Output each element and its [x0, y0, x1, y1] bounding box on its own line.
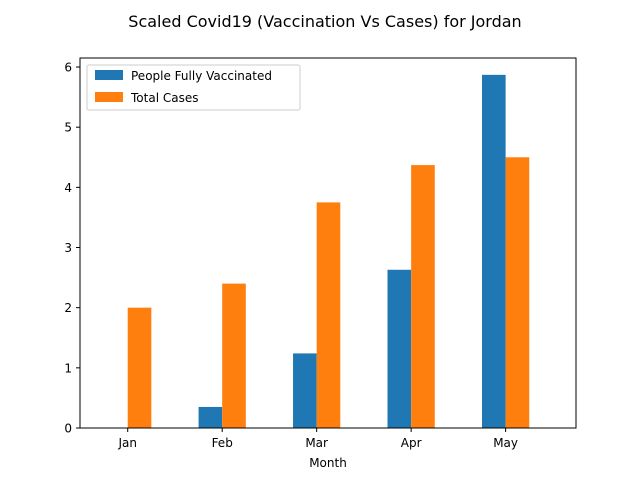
legend: People Fully Vaccinated Total Cases	[86, 64, 301, 111]
legend-label-people-fully-vaccinated: People Fully Vaccinated	[131, 69, 272, 83]
bar-people-fully-vaccinated-may	[482, 74, 506, 428]
y-tick-label: 3	[64, 241, 72, 255]
legend-frame	[86, 64, 301, 111]
bar-total-cases-mar	[316, 202, 341, 428]
x-tick-label: May	[493, 436, 518, 450]
y-tick-label: 1	[64, 361, 72, 375]
bar-total-cases-may	[505, 157, 530, 428]
legend-swatch-total-cases	[95, 92, 123, 102]
legend-label-total-cases: Total Cases	[130, 91, 198, 105]
bar-people-fully-vaccinated-apr	[387, 269, 412, 428]
y-tick-label: 4	[64, 181, 72, 195]
chart-title: Scaled Covid19 (Vaccination Vs Cases) fo…	[128, 12, 521, 31]
x-tick-label: Apr	[401, 436, 422, 450]
bar-total-cases-jan	[127, 307, 152, 428]
y-tick-label: 0	[64, 422, 72, 436]
y-axis: 0 1 2 3 4 5 6	[64, 61, 80, 436]
y-tick-label: 5	[64, 121, 72, 135]
x-tick-label: Jan	[117, 436, 137, 450]
x-tick-label: Feb	[212, 436, 233, 450]
x-axis: Jan Feb Mar Apr May	[117, 428, 518, 450]
x-tick-label: Mar	[305, 436, 328, 450]
y-tick-label: 2	[64, 301, 72, 315]
bar-total-cases-apr	[411, 165, 435, 428]
y-tick-label: 6	[64, 61, 72, 75]
legend-swatch-people-fully-vaccinated	[95, 70, 123, 80]
bars-group	[127, 74, 530, 428]
x-axis-label: Month	[309, 456, 347, 470]
bar-total-cases-feb	[222, 283, 246, 428]
bar-people-fully-vaccinated-mar	[293, 353, 317, 428]
bar-people-fully-vaccinated-feb	[198, 406, 223, 428]
plot-area-frame	[79, 57, 577, 429]
